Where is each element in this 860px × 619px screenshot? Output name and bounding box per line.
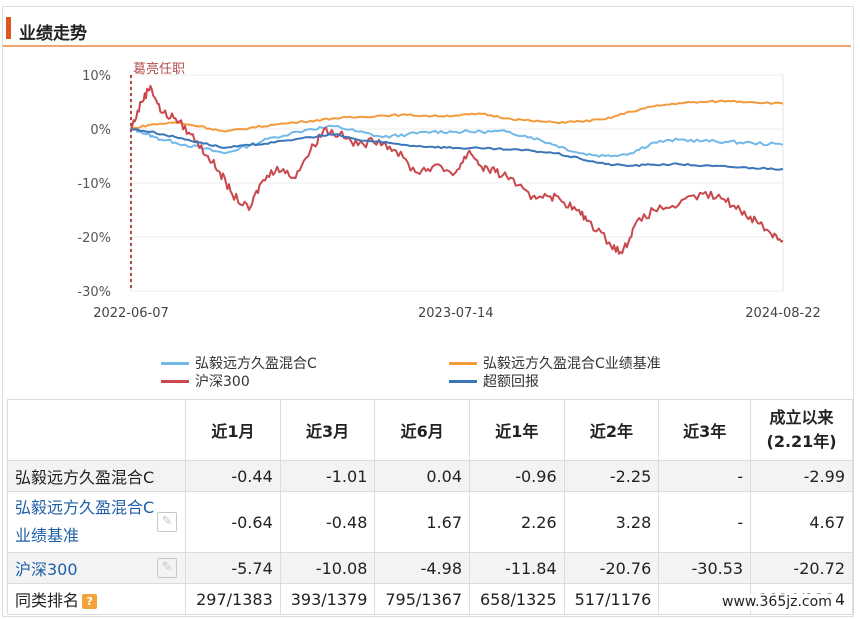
table-header-cell: 成立以来 (2.21年) bbox=[750, 399, 853, 461]
row-label-text: 同类排名 bbox=[15, 591, 80, 610]
legend-label: 弘毅远方久盈混合C bbox=[195, 356, 317, 372]
table-header-cell: 近6月 bbox=[374, 399, 470, 461]
legend-swatch bbox=[161, 361, 189, 365]
series-line bbox=[130, 128, 784, 171]
legend-label: 沪深300 bbox=[195, 374, 250, 390]
help-icon[interactable]: ? bbox=[82, 594, 98, 609]
legend-item[interactable]: 弘毅远方久盈混合C bbox=[161, 353, 317, 373]
edit-icon[interactable]: ✎ bbox=[157, 558, 178, 578]
x-tick-label: 2022-06-07 bbox=[93, 306, 169, 321]
table-cell: - bbox=[658, 491, 752, 553]
legend-item[interactable]: 弘毅远方久盈混合C业绩基准 bbox=[449, 353, 661, 373]
table-cell: 393/1379 bbox=[279, 583, 376, 615]
table-row: 沪深300 ✎ -5.74 -10.08 -4.98 -11.84 -20.76… bbox=[6, 552, 853, 584]
edit-icon[interactable]: ✎ bbox=[157, 512, 178, 532]
row-label: 弘毅远方久盈混合C bbox=[6, 460, 187, 492]
legend-swatch bbox=[161, 379, 189, 383]
table-cell: -20.76 bbox=[563, 552, 660, 584]
row-label: 同类排名? bbox=[6, 583, 187, 615]
table-cell: -0.44 bbox=[185, 460, 281, 492]
x-tick-label: 2023-07-14 bbox=[418, 306, 494, 321]
table-cell: 795/1367 bbox=[374, 583, 470, 615]
y-tick-label: -30% bbox=[77, 285, 111, 300]
table-cell: 3.28 bbox=[563, 491, 660, 553]
table-header-cell: 近3月 bbox=[279, 399, 376, 461]
table-row: 弘毅远方久盈混合C业绩基准 ✎ -0.64 -0.48 1.67 2.26 3.… bbox=[6, 491, 853, 553]
x-tick-label: 2024-08-22 bbox=[745, 306, 821, 321]
table-cell: 4.67 bbox=[750, 491, 853, 553]
table-cell: -20.72 bbox=[750, 552, 853, 584]
table-cell: -11.84 bbox=[469, 552, 565, 584]
chart-legend: 弘毅远方久盈混合C 弘毅远方久盈混合C业绩基准沪深300 超额回报 bbox=[3, 349, 851, 395]
table-header-cell bbox=[6, 399, 187, 461]
table-header-cell: 近3年 bbox=[658, 399, 752, 461]
table-cell: -4.98 bbox=[374, 552, 470, 584]
legend-item[interactable]: 超额回报 bbox=[449, 371, 539, 391]
y-tick-label: -10% bbox=[77, 177, 111, 192]
table-cell: -0.96 bbox=[469, 460, 565, 492]
table-cell: 2.26 bbox=[469, 491, 565, 553]
table-cell: -10.08 bbox=[279, 552, 376, 584]
table-cell: 1.67 bbox=[374, 491, 470, 553]
series-line bbox=[130, 84, 784, 255]
table-cell: -5.74 bbox=[185, 552, 281, 584]
performance-panel: 业绩走势 10% 0% -10% -20% -30% 2022-06-07 2023-07-… bbox=[2, 6, 854, 617]
legend-label: 弘毅远方久盈混合C业绩基准 bbox=[483, 356, 661, 372]
table-header-cell: 近1月 bbox=[185, 399, 281, 461]
watermark: www.365jz.com bbox=[718, 594, 836, 610]
table-cell: 0.04 bbox=[374, 460, 470, 492]
row-label[interactable]: 弘毅远方久盈混合C业绩基准 bbox=[15, 498, 155, 545]
y-tick-label: 0% bbox=[90, 123, 111, 138]
table-header-cell: 近1年 bbox=[469, 399, 565, 461]
legend-item[interactable]: 沪深300 bbox=[161, 371, 250, 391]
table-cell: 658/1325 bbox=[469, 583, 565, 615]
table-cell: -30.53 bbox=[658, 552, 752, 584]
legend-swatch bbox=[449, 361, 477, 365]
performance-chart: 10% 0% -10% -20% -30% 2022-06-07 2023-07-14 202… bbox=[77, 61, 821, 321]
table-cell: -1.01 bbox=[279, 460, 376, 492]
y-tick-label: -20% bbox=[77, 231, 111, 246]
tenure-annotation: 葛亮任职 bbox=[133, 61, 185, 77]
series-line bbox=[130, 99, 784, 133]
row-label[interactable]: 沪深300 bbox=[15, 560, 78, 579]
table-cell: -0.64 bbox=[185, 491, 281, 553]
table-cell: 297/1383 bbox=[185, 583, 281, 615]
table-cell: -2.25 bbox=[563, 460, 660, 492]
table-cell: 517/1176 bbox=[563, 583, 660, 615]
table-row: 弘毅远方久盈混合C -0.44 -1.01 0.04 -0.96 -2.25 -… bbox=[6, 460, 853, 492]
header-accent-bar bbox=[6, 17, 11, 39]
y-tick-label: 10% bbox=[82, 69, 111, 84]
section-title: 业绩走势 bbox=[19, 24, 87, 44]
legend-swatch bbox=[449, 379, 477, 383]
row-label-link[interactable]: 弘毅远方久盈混合C业绩基准 ✎ bbox=[6, 491, 187, 553]
table-cell: -2.99 bbox=[750, 460, 853, 492]
series-line bbox=[130, 124, 784, 158]
table-cell: - bbox=[658, 460, 752, 492]
table-cell: -0.48 bbox=[279, 491, 376, 553]
legend-label: 超额回报 bbox=[483, 374, 539, 390]
table-header-cell: 近2年 bbox=[563, 399, 660, 461]
section-header: 业绩走势 bbox=[3, 7, 851, 47]
table-header-row: 近1月 近3月 近6月 近1年 近2年 近3年 成立以来 (2.21年) bbox=[6, 399, 853, 461]
row-label-link[interactable]: 沪深300 ✎ bbox=[6, 552, 187, 584]
performance-table: 近1月 近3月 近6月 近1年 近2年 近3年 成立以来 (2.21年) 弘毅远… bbox=[6, 399, 853, 615]
